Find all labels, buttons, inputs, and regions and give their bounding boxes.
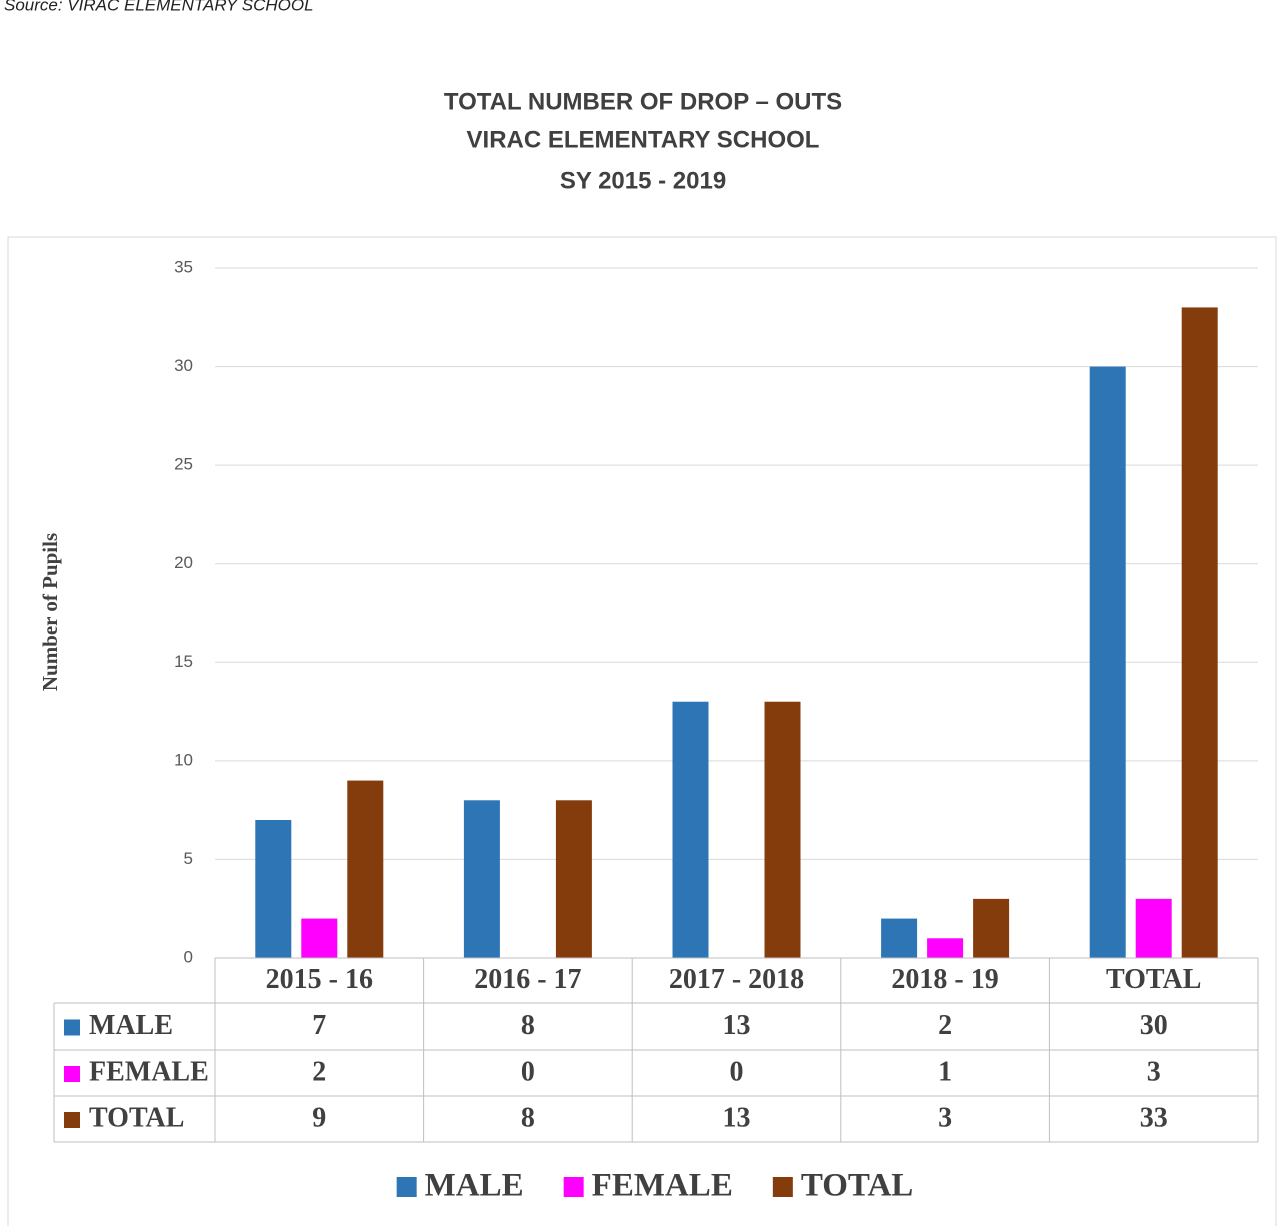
y-tick-label: 25: [174, 455, 193, 474]
chart-title: TOTAL NUMBER OF DROP – OUTS: [444, 88, 842, 115]
legend-label: FEMALE: [592, 1168, 733, 1204]
bar: [927, 938, 964, 958]
table-legend-key: [64, 1019, 80, 1036]
table-legend-key: [64, 1112, 80, 1128]
bar: [347, 780, 384, 958]
table-cell: 30: [1140, 1010, 1168, 1041]
x-tick-label: 2016 - 17: [474, 964, 581, 995]
bar: [463, 800, 500, 958]
table-cell: 2: [312, 1056, 326, 1087]
y-tick-label: 0: [184, 947, 193, 966]
legend-key: [772, 1177, 793, 1197]
chart-title: SY 2015 - 2019: [560, 167, 726, 194]
legend-key: [396, 1177, 417, 1197]
table-cell: 0: [521, 1056, 535, 1087]
legend-label: MALE: [425, 1168, 524, 1204]
bar: [555, 800, 592, 958]
table-cell: 3: [1147, 1056, 1161, 1087]
bar: [1089, 366, 1126, 959]
legend-key: [563, 1177, 584, 1197]
table-row-label: FEMALE: [89, 1056, 209, 1087]
chart-border: [7, 236, 1277, 1226]
bar: [764, 701, 801, 958]
bar: [1181, 307, 1218, 958]
y-tick-label: 15: [174, 652, 193, 671]
x-tick-label: TOTAL: [1106, 964, 1201, 995]
table-row-label: TOTAL: [89, 1102, 184, 1133]
table-cell: 33: [1140, 1102, 1168, 1133]
bar: [1135, 898, 1172, 958]
table-legend-key: [64, 1066, 80, 1082]
y-tick-label: 30: [174, 356, 193, 375]
table-cell: 3: [938, 1102, 952, 1133]
bar: [301, 918, 338, 958]
x-tick-label: 2018 - 19: [891, 964, 998, 995]
bar: [672, 701, 709, 958]
table-cell: 13: [723, 1102, 751, 1133]
table-row-label: MALE: [89, 1010, 173, 1041]
x-tick-label: 2017 - 2018: [669, 964, 804, 995]
table-cell: 8: [521, 1102, 535, 1133]
table-cell: 2: [938, 1010, 952, 1041]
y-tick-label: 35: [174, 257, 193, 276]
bar: [255, 820, 292, 958]
bar: [881, 918, 918, 958]
y-axis-label: Number of Pupils: [38, 533, 62, 691]
bar: [973, 898, 1010, 958]
legend-label: TOTAL: [801, 1168, 914, 1204]
table-cell: 9: [312, 1102, 326, 1133]
y-tick-label: 5: [184, 849, 193, 868]
table-cell: 13: [723, 1010, 751, 1041]
y-tick-label: 20: [174, 553, 193, 572]
table-cell: 0: [730, 1056, 744, 1087]
table-cell: 7: [312, 1010, 326, 1041]
x-tick-label: 2015 - 16: [266, 964, 373, 995]
table-cell: 1: [938, 1056, 952, 1087]
source-note: Source: VIRAC ELEMENTARY SCHOOL: [4, 0, 314, 14]
chart-title: VIRAC ELEMENTARY SCHOOL: [467, 126, 820, 153]
table-cell: 8: [521, 1010, 535, 1041]
y-tick-label: 10: [174, 750, 193, 769]
